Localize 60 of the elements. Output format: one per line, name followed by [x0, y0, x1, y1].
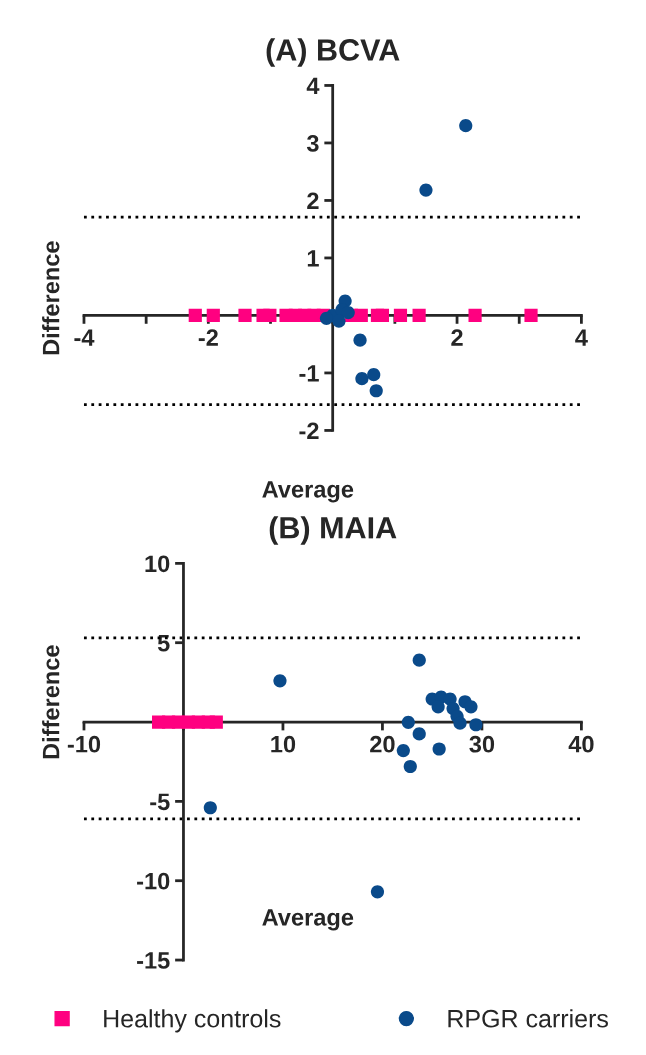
point: [431, 700, 445, 714]
point: [524, 308, 538, 323]
x-tick-label: -4: [74, 329, 95, 346]
x-tick-label: -2: [198, 329, 218, 346]
point: [332, 314, 346, 328]
y-tick-label: 3: [306, 135, 319, 152]
point: [188, 308, 202, 323]
x-axis-title: Average: [262, 481, 354, 503]
y-tick-label: 10: [145, 555, 170, 573]
y-axis-title: Difference: [42, 645, 60, 759]
y-axis-title: Difference: [42, 241, 60, 355]
point: [401, 715, 415, 729]
point: [353, 333, 367, 347]
point: [412, 653, 426, 667]
point: [370, 885, 385, 899]
point: [355, 372, 369, 386]
legend-label: RPGR carriers: [448, 1009, 608, 1028]
x-tick-label: 30: [469, 735, 495, 753]
legend-label: Healthy controls: [104, 1009, 281, 1033]
point: [464, 700, 478, 714]
point: [453, 716, 467, 730]
point: [375, 308, 390, 323]
point: [206, 308, 220, 323]
point: [209, 715, 223, 729]
point: [238, 308, 252, 323]
point: [354, 308, 368, 323]
point: [468, 308, 482, 323]
point: [319, 311, 334, 325]
point: [396, 744, 410, 758]
point: [469, 718, 483, 732]
y-tick-label: -15: [137, 952, 170, 969]
chart-title: (B) MAIA: [269, 516, 397, 545]
point: [412, 727, 426, 741]
x-axis-title: Average: [262, 909, 354, 931]
point: [403, 759, 417, 774]
x-tick-label: 40: [568, 735, 594, 753]
y-tick-label: 1: [307, 250, 319, 267]
point: [432, 742, 446, 756]
point: [393, 308, 408, 323]
y-tick-label: -5: [150, 793, 170, 811]
point: [459, 119, 473, 133]
x-tick-label: 10: [271, 735, 296, 753]
point: [263, 308, 277, 323]
chart-title: (A) BCVA: [266, 38, 400, 67]
y-tick-label: -1: [299, 365, 319, 382]
y-tick-label: 4: [306, 77, 320, 95]
point: [367, 368, 381, 382]
x-tick-label: 20: [370, 735, 395, 753]
point: [369, 384, 383, 398]
y-tick-label: 2: [307, 192, 319, 210]
y-tick-label: 5: [157, 635, 170, 652]
point: [273, 674, 287, 688]
x-tick-label: 4: [575, 329, 588, 346]
point: [203, 801, 217, 815]
y-tick-label: -2: [299, 422, 319, 439]
x-tick-label: -10: [67, 735, 101, 753]
x-tick-label: 2: [451, 329, 463, 346]
point: [412, 308, 426, 323]
y-tick-label: -10: [137, 872, 170, 890]
point: [419, 183, 433, 197]
